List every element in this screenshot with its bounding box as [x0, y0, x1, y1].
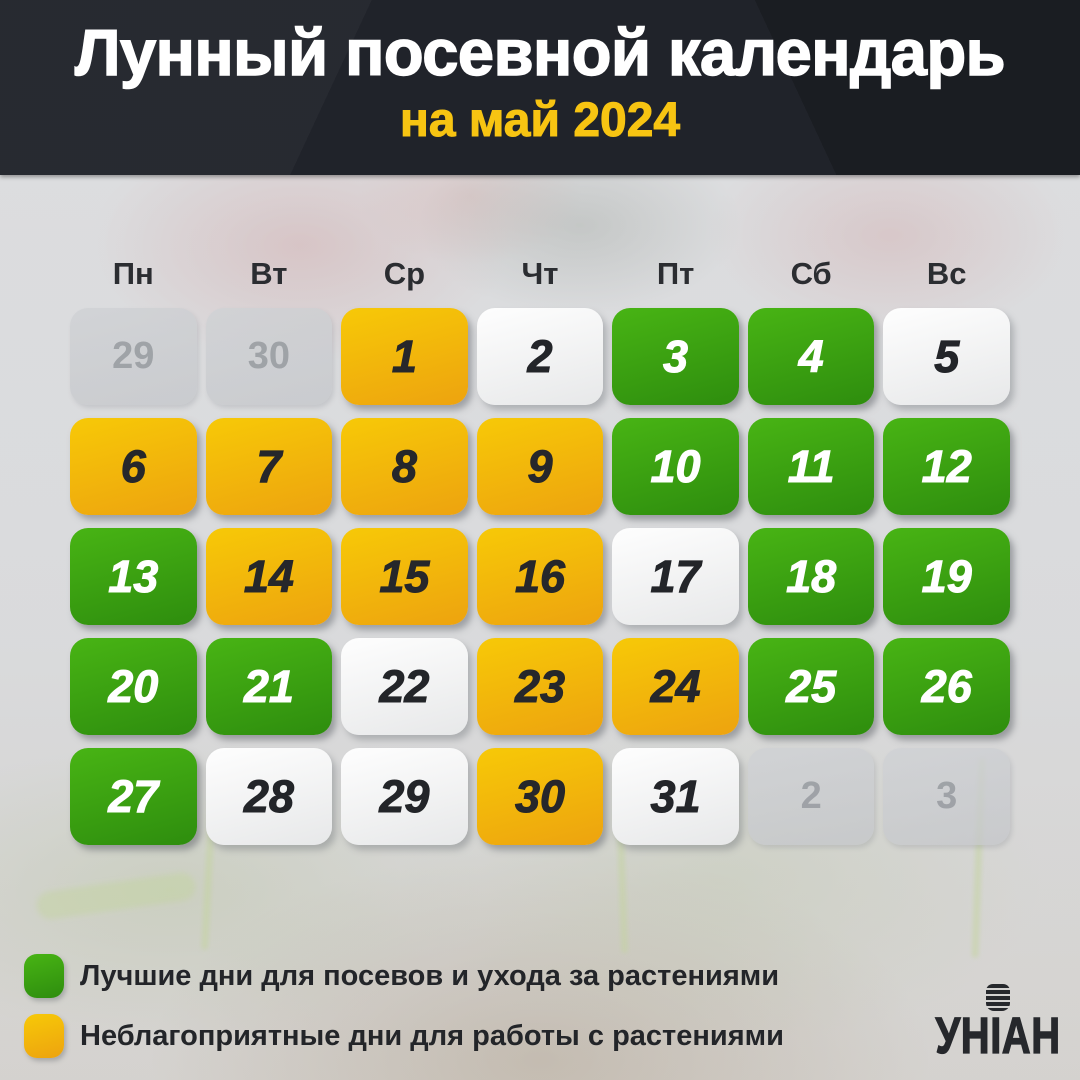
calendar-day-cell: 9 [476, 418, 604, 515]
calendar-day-cell: 22 [341, 638, 468, 735]
weekday-label-wed: Ср [383, 256, 426, 291]
legend-row-best-days: Лучшие дни для посевов и ухода за растен… [24, 954, 784, 998]
unian-logo-text: УНІАН [935, 1008, 1061, 1065]
legend-label: Неблагоприятные дни для работы с растени… [80, 1019, 784, 1052]
header: Лунный посевной календарь на май 2024 [0, 0, 1080, 175]
calendar-day-cell: 4 [747, 308, 875, 405]
calendar-day-cell: 21 [205, 638, 333, 735]
calendar-day-cell: 3 [883, 748, 1010, 845]
calendar-day-cell: 7 [205, 418, 333, 515]
calendar-day-cell: 16 [476, 528, 604, 625]
calendar-day-cell: 23 [476, 638, 604, 735]
weekday-header-row: Пн Вт Ср Чт Пт Сб Вс [70, 256, 1010, 292]
unian-logo: УНІАН [932, 984, 1064, 1065]
calendar-day-cell: 28 [205, 748, 333, 845]
calendar-day-cell: 30 [205, 308, 333, 405]
calendar-day-cell: 31 [612, 748, 739, 845]
calendar-day-cell: 15 [341, 528, 468, 625]
weekday-label-thu: Чт [521, 256, 559, 291]
microphone-icon [986, 984, 1010, 1011]
page-title: Лунный посевной календарь [74, 16, 1006, 89]
page-subtitle: на май 2024 [399, 94, 681, 147]
weekday-label-tue: Вт [250, 256, 288, 291]
calendar-day-cell: 6 [70, 418, 197, 515]
calendar-day-cell: 17 [612, 528, 739, 625]
calendar-day-cell: 8 [341, 418, 468, 515]
calendar-day-cell: 20 [70, 638, 197, 735]
calendar-day-cell: 1 [341, 308, 468, 405]
legend-row-unfavorable-days: Неблагоприятные дни для работы с растени… [24, 1014, 784, 1058]
calendar-day-cell: 30 [476, 748, 604, 845]
calendar-day-cell: 2 [747, 748, 875, 845]
legend-yellow-swatch [24, 1014, 64, 1058]
calendar-day-cell: 10 [612, 418, 739, 515]
calendar-day-cell: 2 [476, 308, 604, 405]
calendar-day-cell: 29 [70, 308, 197, 405]
calendar-day-cell: 18 [747, 528, 875, 625]
legend-green-swatch [24, 954, 64, 998]
weekday-label-sun: Вс [926, 256, 967, 291]
calendar-day-cell: 27 [70, 748, 197, 845]
legend: Лучшие дни для посевов и ухода за растен… [24, 954, 784, 1058]
calendar-day-cell: 14 [205, 528, 333, 625]
calendar-day-cell: 24 [612, 638, 739, 735]
calendar-day-cell: 12 [883, 418, 1010, 515]
calendar-day-cell: 29 [341, 748, 468, 845]
calendar-day-cell: 25 [747, 638, 875, 735]
weekday-label-mon: Пн [112, 256, 154, 291]
calendar-day-cell: 3 [612, 308, 739, 405]
weekday-label-fri: Пт [656, 256, 695, 291]
calendar-day-cell: 11 [747, 418, 875, 515]
calendar-day-cell: 26 [883, 638, 1010, 735]
calendar-day-cell: 5 [883, 308, 1010, 405]
calendar-grid: 29 30 1 2 3 4 5 6 7 8 9 10 11 12 13 14 15 16 17 18 19 20 21 22 2… [70, 308, 1010, 845]
legend-label: Лучшие дни для посевов и ухода за растен… [80, 959, 780, 992]
weekday-label-sat: Сб [790, 256, 832, 291]
calendar-day-cell: 13 [70, 528, 197, 625]
calendar-day-cell: 19 [883, 528, 1010, 625]
